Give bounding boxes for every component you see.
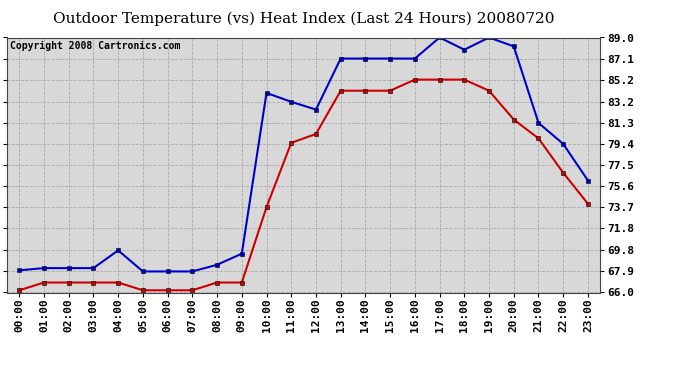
Text: Copyright 2008 Cartronics.com: Copyright 2008 Cartronics.com — [10, 41, 180, 51]
Text: Outdoor Temperature (vs) Heat Index (Last 24 Hours) 20080720: Outdoor Temperature (vs) Heat Index (Las… — [53, 11, 554, 26]
